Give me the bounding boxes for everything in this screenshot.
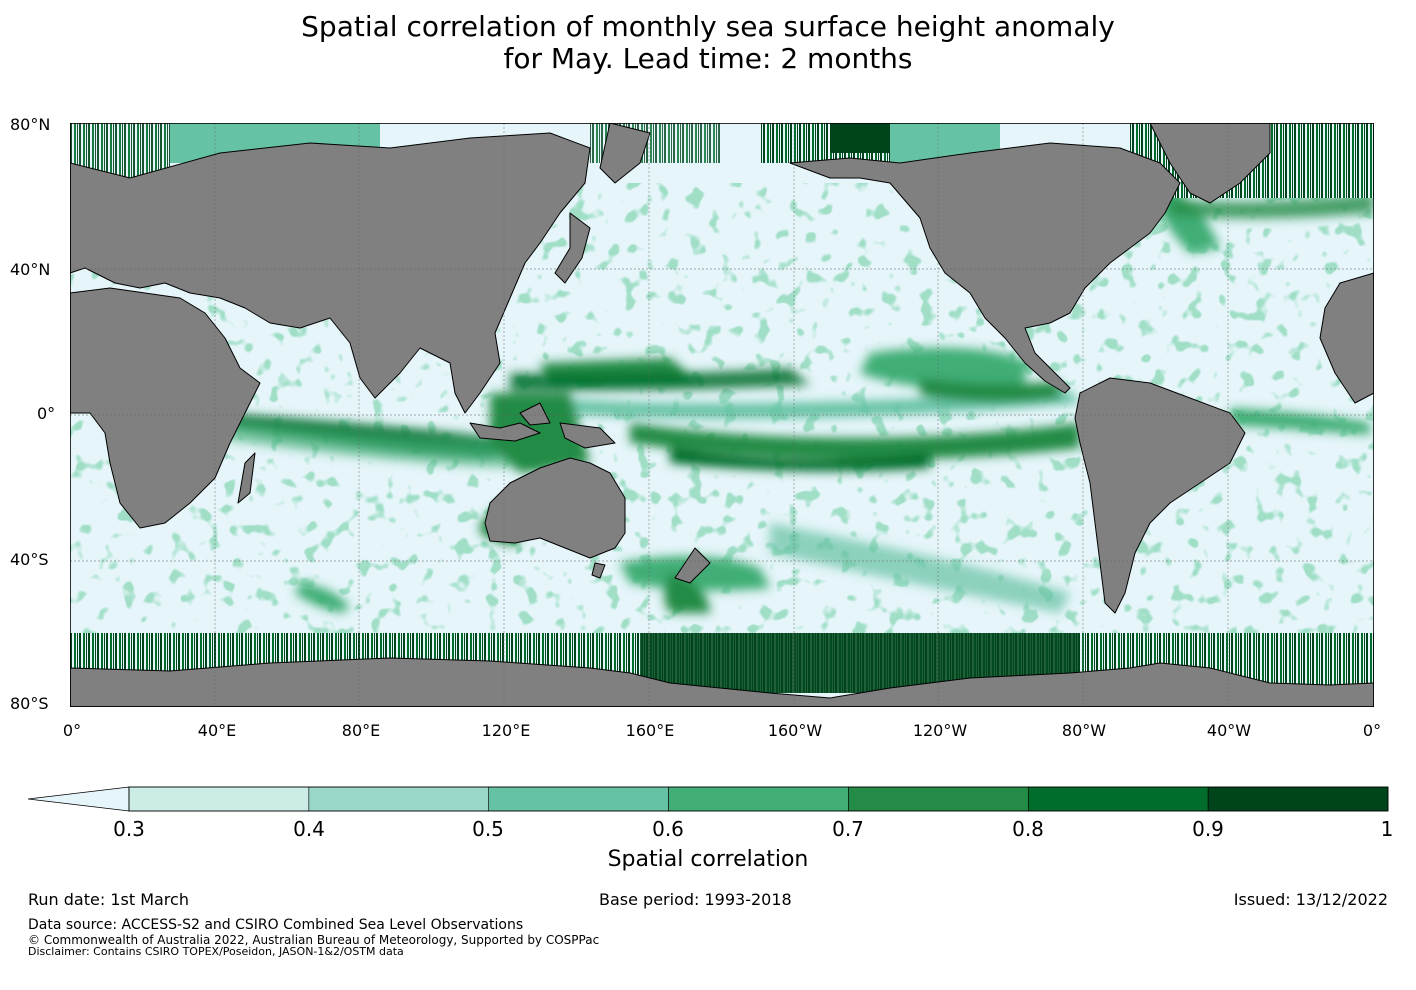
base-period: Base period: 1993-2018 [599,890,792,909]
colorbar-segment [308,786,490,812]
colorbar-tick-0-5: 0.5 [472,817,504,841]
lon-label-80w: 80°W [1061,721,1107,740]
colorbar-tick-1: 1 [1380,817,1394,841]
colorbar-tick-0-3: 0.3 [113,817,145,841]
colorbar-under-extension [28,786,130,812]
colorbar-tick-0-7: 0.7 [832,817,864,841]
lat-label-equator: 0° [37,404,56,423]
lat-label-40s: 40°S [10,550,49,569]
lon-label-160w: 160°W [767,721,823,740]
copyright: © Commonwealth of Australia 2022, Austra… [28,933,600,947]
colorbar-tick-0-9: 0.9 [1192,817,1224,841]
lon-label-40e: 40°E [197,721,237,740]
lon-label-0-east-edge: 0° [1362,721,1382,740]
colorbar-segment [1207,786,1389,812]
colorbar-segment [668,786,849,812]
colorbar-segment [848,786,1029,812]
lon-label-40w: 40°W [1206,721,1252,740]
lat-label-40n: 40°N [10,260,51,279]
lat-label-80s: 80°S [10,694,49,713]
disclaimer: Disclaimer: Contains CSIRO TOPEX/Poseido… [28,945,404,958]
correlation-map[interactable] [70,123,1374,707]
graticule [70,123,1374,707]
colorbar-tick-0-6: 0.6 [652,817,684,841]
lon-label-160e: 160°E [625,721,675,740]
lon-label-120e: 120°E [481,721,531,740]
map-title-line-2: for May. Lead time: 2 months [503,42,913,75]
lon-label-80e: 80°E [341,721,381,740]
colorbar-tick-0-4: 0.4 [293,817,325,841]
colorbar-segment [128,786,310,812]
colorbar-tick-0-8: 0.8 [1012,817,1044,841]
map-frame [70,123,1374,707]
lon-label-0-west-edge: 0° [62,721,82,740]
lon-label-120w: 120°W [912,721,968,740]
map-title-line-1: Spatial correlation of monthly sea surfa… [301,10,1115,43]
issued-date: Issued: 13/12/2022 [1233,890,1388,909]
run-date: Run date: 1st March [28,890,189,909]
lat-label-80n: 80°N [10,115,51,134]
colorbar [28,786,1389,812]
land-masses [70,123,1374,707]
colorbar-segment [488,786,669,812]
colorbar-segment [1027,786,1209,812]
data-source: Data source: ACCESS-S2 and CSIRO Combine… [28,917,524,933]
colorbar-title: Spatial correlation [607,847,809,872]
